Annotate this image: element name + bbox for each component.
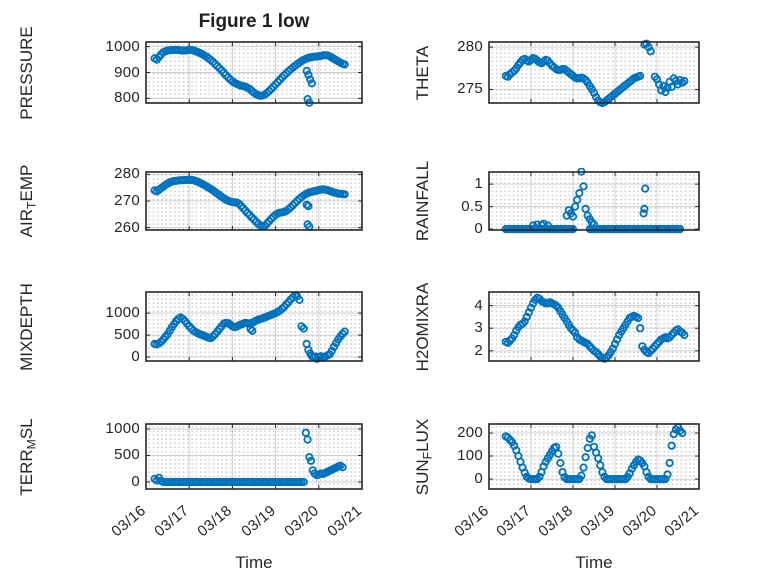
ylabel-text: H2OMIXRA bbox=[413, 282, 432, 371]
y-tick-label: 280 bbox=[457, 38, 483, 56]
ylabel-text: LUX bbox=[413, 418, 432, 452]
plot-canvas-pressure bbox=[145, 41, 363, 107]
y-tick-label: 1000 bbox=[105, 304, 140, 322]
scatter-series-h2omixra bbox=[501, 293, 689, 363]
y-tick-label: 100 bbox=[457, 447, 483, 465]
y-tick-label: 1 bbox=[474, 175, 483, 193]
scatter-series-sun-flux bbox=[501, 423, 687, 484]
minor-grid bbox=[147, 293, 361, 360]
y-tick-label: 900 bbox=[114, 63, 140, 81]
figure-title: Figure 1 low bbox=[198, 11, 310, 32]
y-tick-label: 1000 bbox=[105, 37, 140, 55]
scatter-series-theta bbox=[501, 39, 689, 107]
plot-canvas-terr-msl bbox=[145, 423, 363, 490]
scatter-series-mixdepth bbox=[150, 291, 349, 363]
scatter-series-air-temp bbox=[150, 175, 349, 231]
x-axis-label: Time bbox=[575, 553, 613, 572]
y-tick-label: 0 bbox=[131, 348, 140, 366]
y-tick-label: 0.5 bbox=[461, 197, 483, 215]
scatter-series-pressure bbox=[150, 45, 349, 107]
y-tick-label: 0 bbox=[474, 220, 483, 238]
scatter-series-rainfall bbox=[501, 168, 685, 234]
y-tick-label: 500 bbox=[114, 326, 140, 344]
ylabel-text: EMP bbox=[17, 164, 36, 202]
scatter-series-terr-msl bbox=[150, 428, 347, 487]
y-tick-label: 280 bbox=[114, 165, 140, 183]
y-tick-label: 500 bbox=[114, 446, 140, 464]
x-axis-label: Time bbox=[235, 553, 273, 572]
ylabel-subscript: T bbox=[24, 201, 39, 209]
ylabel-subscript: M bbox=[24, 438, 39, 449]
ylabel-text: MIXDEPTH bbox=[17, 282, 36, 371]
y-tick-label: 4 bbox=[474, 296, 483, 314]
y-axis-label-terr-msl: TERRMSL bbox=[16, 372, 38, 542]
y-tick-label: 200 bbox=[457, 423, 483, 441]
ylabel-text: AIR bbox=[17, 209, 36, 238]
ylabel-text: TERR bbox=[17, 448, 36, 496]
ylabel-subscript: F bbox=[420, 451, 435, 459]
plot-canvas-sun-flux bbox=[488, 423, 700, 490]
ylabel-text: PRESSURE bbox=[17, 25, 36, 120]
ylabel-text: SL bbox=[17, 417, 36, 439]
y-tick-label: 270 bbox=[114, 192, 140, 209]
ylabel-text: THETA bbox=[413, 45, 432, 100]
y-tick-label: 1000 bbox=[105, 419, 140, 437]
y-tick-label: 3 bbox=[474, 319, 483, 337]
y-axis-label-sun-flux: SUNFLUX bbox=[412, 372, 434, 542]
ylabel-text: RAINFALL bbox=[413, 160, 432, 242]
plot-canvas-mixdepth bbox=[145, 291, 363, 363]
plot-canvas-air-temp bbox=[145, 171, 363, 231]
y-tick-label: 260 bbox=[114, 218, 140, 236]
y-tick-label: 800 bbox=[114, 89, 140, 107]
y-tick-label: 2 bbox=[474, 341, 483, 359]
plot-canvas-rainfall bbox=[488, 168, 700, 234]
plot-canvas-theta bbox=[488, 39, 700, 107]
y-tick-label: 275 bbox=[457, 80, 483, 98]
plot-canvas-h2omixra bbox=[488, 291, 700, 363]
y-tick-label: 0 bbox=[474, 470, 483, 488]
y-tick-label: 0 bbox=[131, 473, 140, 490]
ylabel-text: SUN bbox=[413, 458, 432, 495]
minor-grid bbox=[147, 425, 361, 488]
